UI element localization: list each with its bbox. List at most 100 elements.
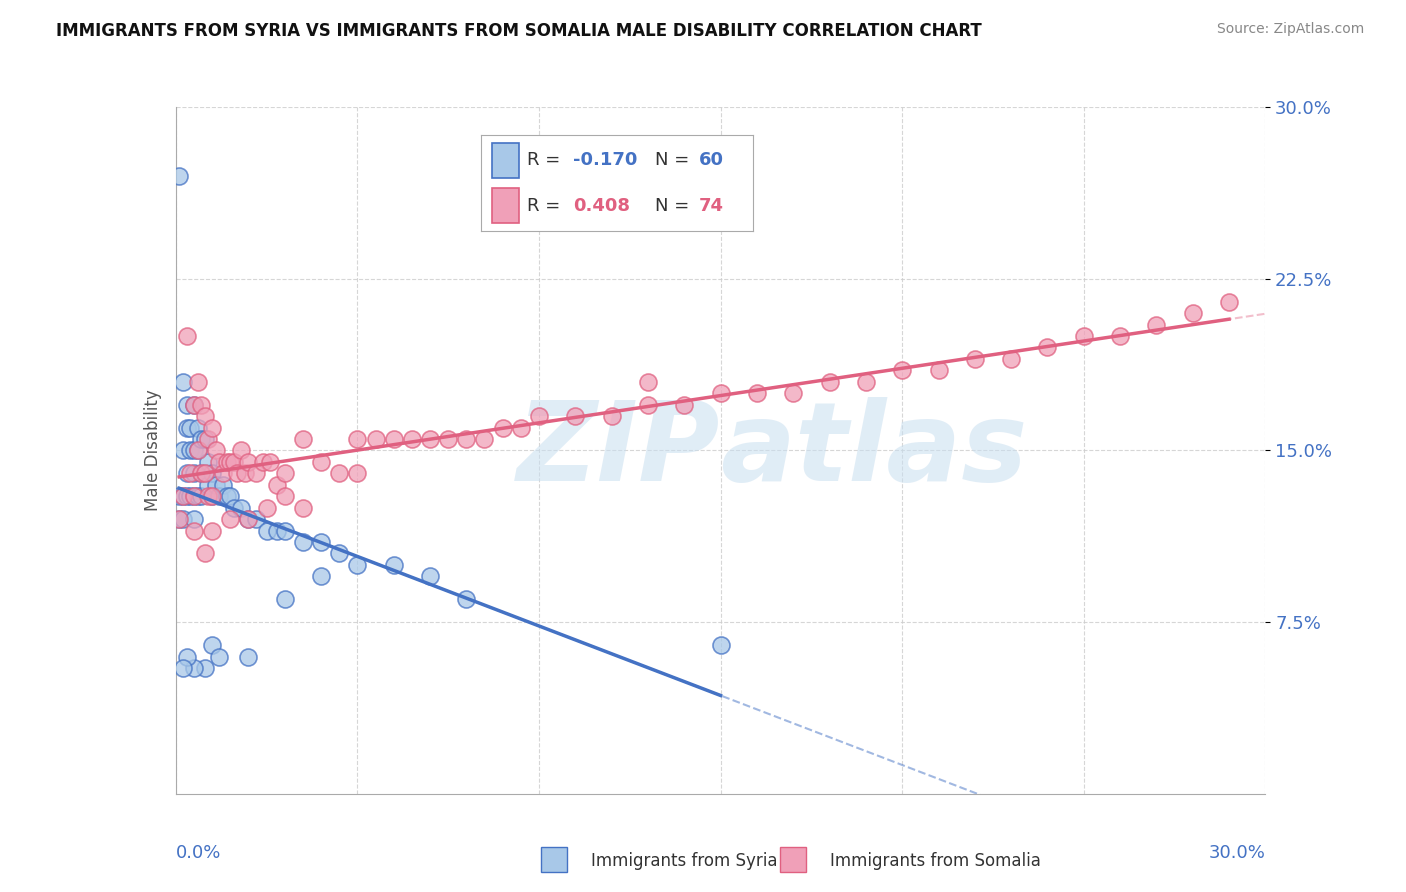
Point — [183, 489, 205, 503]
Point — [274, 467, 297, 481]
Point — [382, 558, 405, 572]
Point — [172, 661, 194, 675]
Point — [212, 467, 235, 481]
Point — [179, 489, 201, 503]
Point — [186, 420, 209, 434]
Point — [291, 432, 314, 446]
Point — [219, 455, 242, 469]
Point — [745, 386, 768, 401]
Point — [194, 546, 217, 561]
Point — [274, 592, 297, 607]
Point — [238, 512, 260, 526]
Point — [238, 455, 260, 469]
Point — [1000, 351, 1022, 366]
Point — [186, 375, 209, 389]
Point — [637, 375, 659, 389]
Point — [204, 478, 226, 492]
Point — [238, 649, 260, 664]
Point — [176, 420, 198, 434]
Point — [194, 432, 217, 446]
Point — [564, 409, 586, 424]
Point — [172, 443, 194, 458]
Point — [419, 432, 441, 446]
Point — [172, 489, 194, 503]
Point — [176, 489, 198, 503]
Point — [219, 489, 242, 503]
Point — [245, 467, 267, 481]
Point — [183, 398, 205, 412]
Point — [245, 512, 267, 526]
Point — [176, 649, 198, 664]
Point — [204, 443, 226, 458]
Point — [183, 524, 205, 538]
Point — [256, 524, 278, 538]
Point — [637, 398, 659, 412]
Y-axis label: Male Disability: Male Disability — [143, 390, 162, 511]
Point — [252, 455, 274, 469]
Point — [1073, 329, 1095, 343]
Text: ZIP: ZIP — [517, 397, 721, 504]
Point — [169, 512, 191, 526]
Point — [291, 500, 314, 515]
Point — [382, 432, 405, 446]
Point — [309, 569, 332, 583]
Point — [456, 592, 478, 607]
Point — [266, 524, 288, 538]
Point — [346, 467, 368, 481]
Point — [201, 489, 224, 503]
Point — [219, 512, 242, 526]
Point — [201, 420, 224, 434]
Point — [190, 489, 212, 503]
Point — [176, 329, 198, 343]
Point — [176, 398, 198, 412]
Point — [346, 558, 368, 572]
Point — [215, 489, 238, 503]
Point — [201, 524, 224, 538]
Point — [179, 443, 201, 458]
Point — [201, 467, 224, 481]
Point — [492, 420, 515, 434]
Point — [212, 478, 235, 492]
Point — [197, 478, 219, 492]
Point — [710, 638, 733, 652]
Point — [309, 535, 332, 549]
Point — [194, 661, 217, 675]
Point — [456, 432, 478, 446]
Text: IMMIGRANTS FROM SYRIA VS IMMIGRANTS FROM SOMALIA MALE DISABILITY CORRELATION CHA: IMMIGRANTS FROM SYRIA VS IMMIGRANTS FROM… — [56, 22, 981, 40]
Point — [782, 386, 804, 401]
Point — [419, 569, 441, 583]
Point — [600, 409, 623, 424]
Point — [291, 535, 314, 549]
Point — [186, 443, 209, 458]
Point — [183, 661, 205, 675]
Point — [208, 489, 231, 503]
Point — [190, 398, 212, 412]
Point — [259, 455, 281, 469]
Point — [222, 455, 245, 469]
Point — [215, 455, 238, 469]
Point — [208, 455, 231, 469]
Point — [169, 512, 191, 526]
Point — [891, 363, 914, 377]
Point — [1036, 340, 1059, 354]
Point — [169, 169, 191, 183]
Point — [231, 443, 253, 458]
Text: Immigrants from Syria: Immigrants from Syria — [591, 852, 778, 870]
Point — [233, 467, 256, 481]
Point — [186, 489, 209, 503]
Point — [176, 467, 198, 481]
Point — [183, 489, 205, 503]
Point — [169, 489, 191, 503]
Text: Immigrants from Somalia: Immigrants from Somalia — [830, 852, 1040, 870]
Point — [266, 478, 288, 492]
Point — [201, 489, 224, 503]
Point — [222, 500, 245, 515]
Point — [226, 467, 249, 481]
Text: 30.0%: 30.0% — [1209, 844, 1265, 863]
Point — [309, 455, 332, 469]
Text: 0.0%: 0.0% — [176, 844, 221, 863]
Point — [183, 467, 205, 481]
Point — [364, 432, 387, 446]
Point — [179, 467, 201, 481]
Point — [437, 432, 460, 446]
